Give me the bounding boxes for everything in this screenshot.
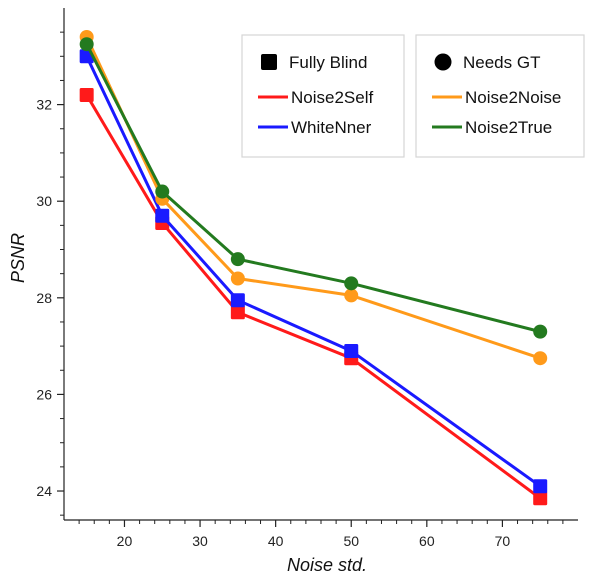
series-noise2true (79, 37, 548, 339)
legend-header: Fully Blind (289, 53, 367, 72)
legend-square-icon (261, 54, 277, 70)
y-tick-label: 26 (36, 386, 52, 402)
point-noise2true (533, 324, 548, 339)
point-noise2true (155, 184, 170, 199)
x-axis-title: Noise std. (287, 555, 367, 575)
x-tick-label: 50 (343, 533, 359, 549)
series-layer (79, 29, 548, 506)
axes: 24 26 28 30 32 20 30 40 50 60 70 (36, 8, 578, 549)
legend-circle-icon (434, 53, 452, 71)
point-whitenner (344, 343, 359, 358)
series-noise2self (79, 87, 548, 506)
series-whitenner (79, 49, 548, 494)
y-axis-title: PSNR (8, 233, 28, 283)
legend-label: Noise2Noise (465, 88, 561, 107)
legend: Fully Blind Noise2Self WhiteNner Needs GT No… (241, 34, 585, 158)
point-noise2noise (533, 351, 548, 366)
x-tick-label: 40 (268, 533, 284, 549)
point-noise2self (230, 305, 245, 320)
legend-box-fully-blind: Fully Blind Noise2Self WhiteNner (241, 34, 405, 158)
y-tick-label: 24 (36, 483, 52, 499)
x-tick-label: 30 (192, 533, 208, 549)
point-noise2noise (230, 271, 245, 286)
legend-label: Noise2Self (291, 88, 373, 107)
x-tick-label: 70 (495, 533, 511, 549)
legend-label: Noise2True (465, 118, 552, 137)
point-noise2self (533, 491, 548, 506)
legend-header: Needs GT (463, 53, 540, 72)
x-tick-label: 20 (117, 533, 133, 549)
y-tick-label: 32 (36, 97, 52, 113)
point-noise2noise (344, 288, 359, 303)
y-tick-label: 28 (36, 290, 52, 306)
y-tick-label: 30 (36, 193, 52, 209)
x-tick-label: 60 (419, 533, 435, 549)
point-noise2true (79, 37, 94, 52)
point-whitenner (230, 293, 245, 308)
legend-box-needs-gt: Needs GT Noise2Noise Noise2True (415, 34, 585, 158)
point-noise2self (79, 87, 94, 102)
point-whitenner (533, 479, 548, 494)
legend-label: WhiteNner (291, 118, 372, 137)
point-whitenner (155, 208, 170, 223)
point-noise2true (230, 252, 245, 267)
point-noise2true (344, 276, 359, 291)
